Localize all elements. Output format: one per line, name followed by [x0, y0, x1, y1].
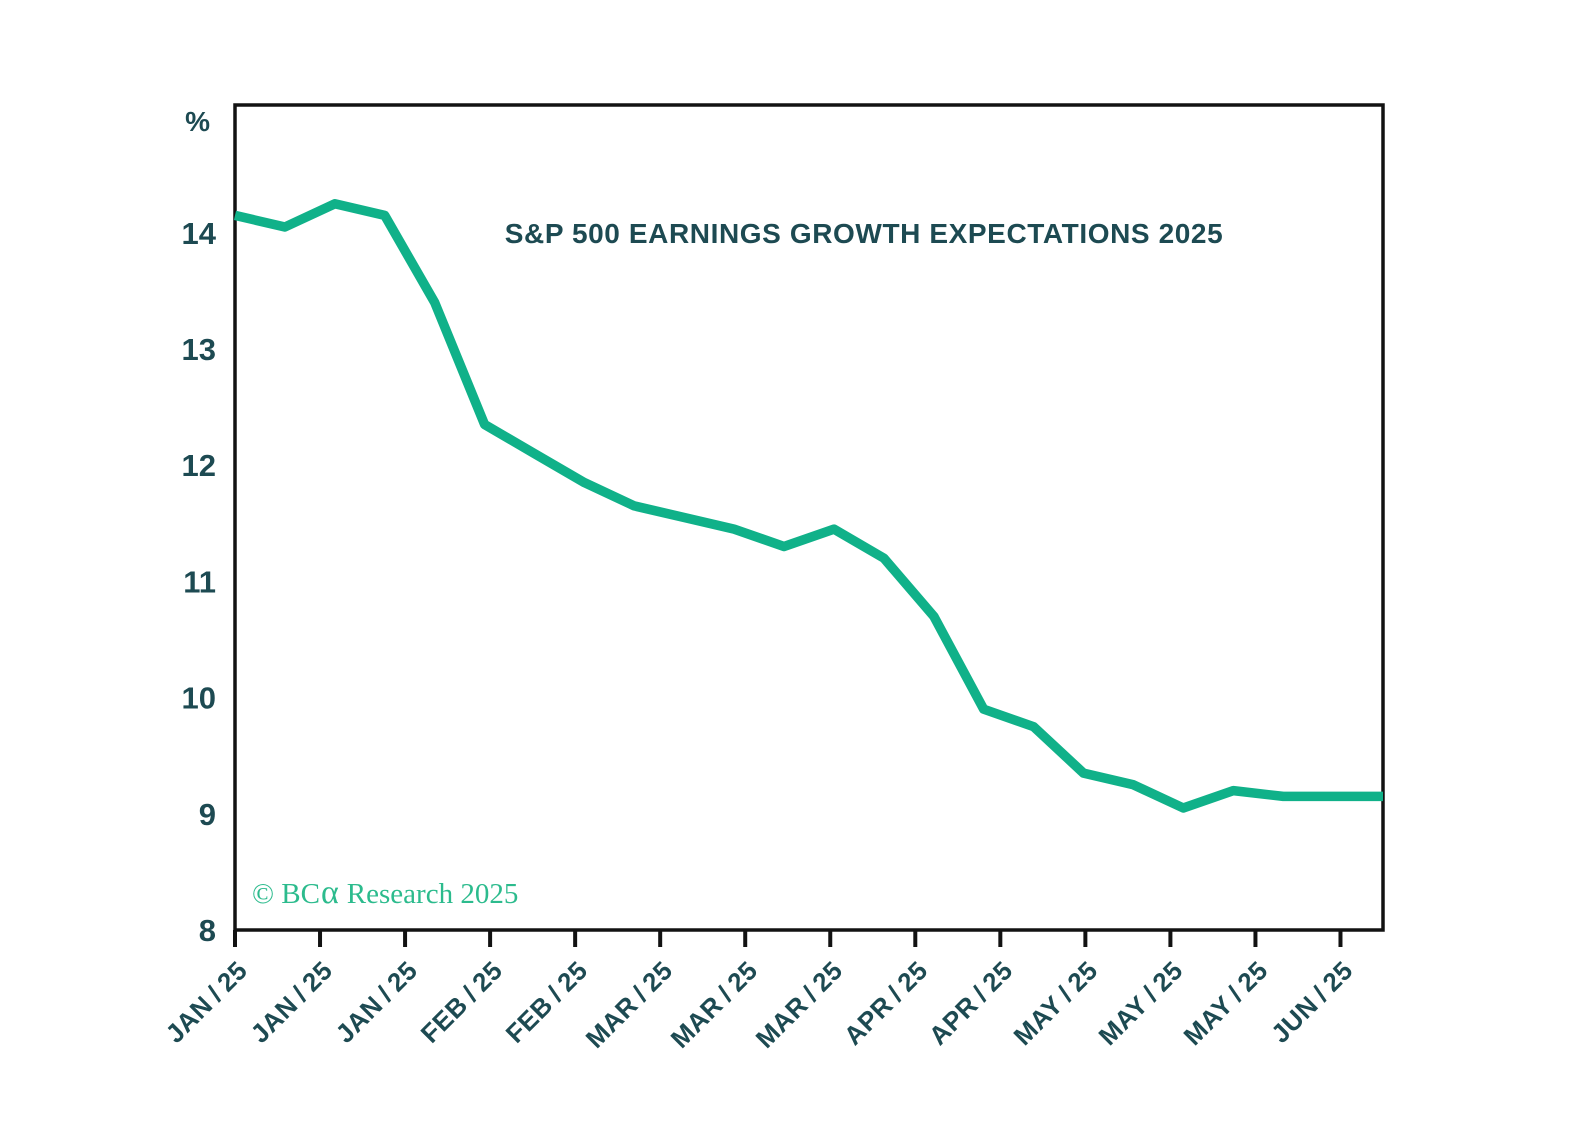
y-tick-label: 12 [182, 448, 216, 483]
x-tick-label: JUN / 25 [1265, 955, 1359, 1049]
y-tick-label: 9 [199, 797, 216, 832]
copyright-prefix: © BC [252, 878, 320, 910]
x-tick-label: MAY / 25 [1178, 955, 1274, 1051]
x-tick-label: APR / 25 [923, 955, 1019, 1051]
chart-title: S&P 500 EARNINGS GROWTH EXPECTATIONS 202… [505, 218, 1224, 249]
x-tick-label: MAR / 25 [750, 955, 849, 1054]
y-tick-label: 11 [183, 564, 216, 599]
x-tick-label: FEB / 25 [500, 955, 594, 1049]
x-tick-label: FEB / 25 [415, 955, 509, 1049]
y-tick-label: 13 [182, 332, 216, 367]
x-tick-label: MAR / 25 [580, 955, 679, 1054]
y-tick-label: 8 [199, 913, 216, 948]
bca-alpha-glyph: α [321, 874, 339, 911]
x-tick-label: MAY / 25 [1007, 955, 1103, 1051]
x-tick-label: MAR / 25 [665, 955, 764, 1054]
plot-area-border [233, 103, 1385, 932]
y-tick-label: 14 [182, 216, 217, 251]
x-tick-label: APR / 25 [838, 955, 934, 1051]
x-tick-label: MAY / 25 [1093, 955, 1189, 1051]
earnings-growth-line [233, 199, 1383, 813]
x-tick-label: JAN / 25 [330, 955, 424, 1049]
x-tick-label: JAN / 25 [245, 955, 339, 1049]
x-tick-label: JAN / 25 [159, 955, 253, 1049]
y-axis-tick-labels: 14 13 12 11 10 9 8 [182, 216, 217, 948]
x-axis-tick-marks [233, 930, 1343, 947]
copyright-suffix: Research 2025 [347, 878, 519, 910]
y-axis-unit-label: % [185, 106, 210, 137]
y-tick-label: 10 [182, 681, 216, 716]
copyright-watermark: © BCα Research 2025 [252, 874, 518, 911]
